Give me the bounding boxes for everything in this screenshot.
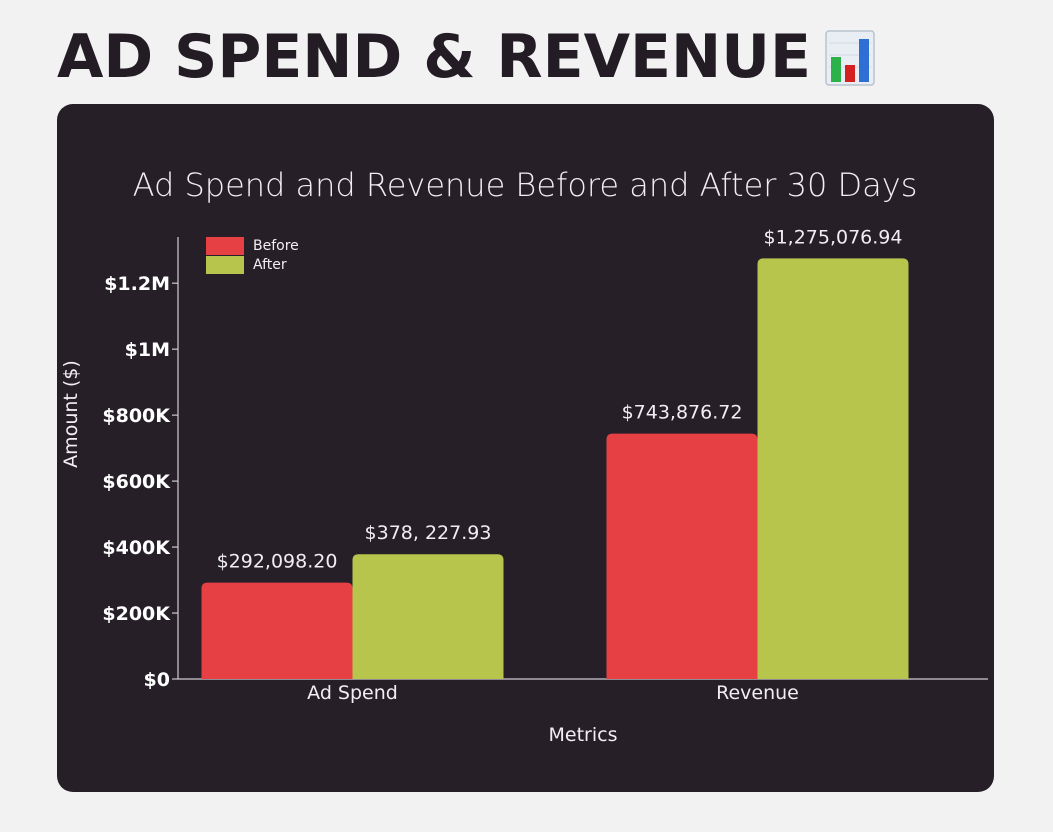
legend-label-before: Before [253,238,299,254]
bar-after-revenue [757,258,909,679]
bar-before-ad-spend [201,582,353,679]
y-axis-label: Amount ($) [60,360,82,468]
chart-title: Ad Spend and Revenue Before and After 30… [133,166,918,204]
y-tick-label: $1.2M [104,273,170,295]
chart-card: Ad Spend and Revenue Before and After 30… [57,104,994,792]
page-title-text: AD SPEND & REVENUE [57,22,811,92]
x-tick-label: Revenue [716,682,799,704]
data-label: $378, 227.93 [365,522,492,544]
x-axis-label: Metrics [549,724,618,746]
y-tick-label: $1M [125,339,170,361]
x-tick-label: Ad Spend [307,682,398,704]
bar-after-ad-spend [352,554,504,679]
y-tick-label: $0 [144,669,170,691]
legend-label-after: After [253,257,287,273]
y-tick-label: $600K [102,471,171,493]
legend-swatch-before [206,237,244,255]
y-tick-label: $800K [102,405,171,427]
data-label: $1,275,076.94 [763,226,902,248]
page-title: AD SPEND & REVENUE [57,22,875,92]
bar-before-revenue [606,433,758,679]
data-label: $743,876.72 [622,402,743,424]
y-tick-label: $200K [102,603,171,625]
chart-svg: Ad Spend and Revenue Before and After 30… [60,166,988,746]
bar-chart-emoji-icon [825,27,875,87]
legend-swatch-after [206,256,244,274]
data-label: $292,098.20 [217,551,338,573]
y-tick-label: $400K [102,537,171,559]
